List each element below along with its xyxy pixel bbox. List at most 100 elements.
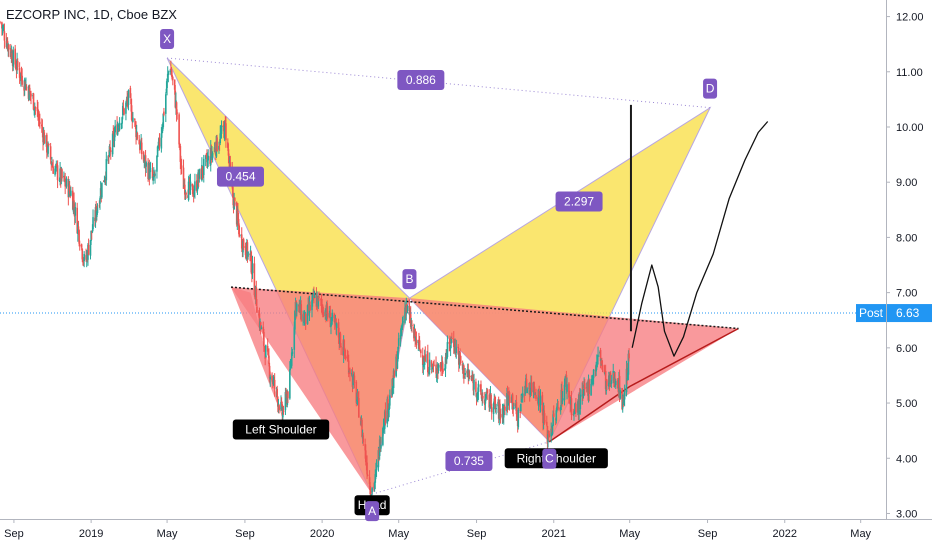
candle-body [81,248,84,260]
candle [389,389,391,409]
candle-body [251,273,253,275]
candle [446,335,449,359]
candle-body [209,147,212,166]
candle [475,378,477,397]
candle [339,331,342,348]
candle-body [214,148,216,153]
candle [550,422,553,443]
head-shoulders-top-line [230,286,739,330]
candle-body [210,147,213,157]
candle [154,169,156,184]
ratio-box-1 [555,191,603,212]
candle-body [364,450,367,463]
candle-body [628,353,630,359]
candle [482,392,484,404]
candle-body [508,392,511,404]
candle [169,68,172,75]
candle-body [38,116,41,120]
candle-body [25,86,28,88]
candle-body [136,132,139,139]
candle-body [388,403,391,410]
candle [156,155,158,179]
candle-body [464,372,466,376]
candle [280,397,283,406]
candle-body [246,242,249,258]
candle-body [384,410,387,423]
candle-body [173,79,176,90]
candle-body [107,156,110,162]
candle [187,176,190,202]
candle-body [157,145,160,149]
candle-body [485,394,487,400]
candle [101,182,103,199]
candle-body [428,372,430,374]
price-line-value-label: 6.63 [896,306,920,320]
candle [39,113,41,129]
candle [625,360,628,397]
candle [183,178,186,200]
candle-body [389,395,391,406]
candle-body [476,394,478,399]
candle-body [277,397,279,407]
candle-body [144,155,147,169]
candle [596,355,599,368]
candle-body [595,364,597,372]
candle-body [2,29,5,31]
candle [477,380,480,400]
candle-body [387,399,389,415]
candle-body [201,166,204,175]
candle-body [511,394,514,407]
candle-body [64,179,66,187]
candle [47,143,50,147]
candle [0,20,1,25]
candle-body [339,333,342,347]
point-tag-box-2 [402,269,417,290]
candles-group [0,20,630,503]
candle-body [280,401,283,403]
candle-body [444,368,446,371]
candle-body [335,318,337,328]
candle [132,112,134,123]
candle-body [573,413,575,415]
candle [609,370,612,387]
candle-body [330,319,333,323]
candle-body [463,365,465,379]
candle [543,405,546,426]
candle-body [344,355,347,359]
candle-body [408,305,411,316]
candle-body [251,263,254,274]
candle-body [609,373,612,384]
candle-body [494,396,496,404]
candle-body [539,396,542,406]
candle [171,76,174,86]
candle-body [247,251,249,257]
candle [551,424,554,436]
x-tick-label-8: May [619,528,640,540]
candle-body [406,305,409,311]
candle-body [309,304,311,311]
candle-body [401,322,404,328]
chart-title: EZCORP INC, 1D, Cboe BZX [6,7,177,22]
candle [260,325,263,330]
candle [401,316,404,330]
candle-body [61,169,63,179]
candle-body [614,381,617,386]
candle-body [52,166,54,174]
candle-body [96,207,99,214]
candle-body [411,324,413,326]
candle-body [414,337,417,342]
candle-body [499,403,501,413]
candle [520,403,522,412]
candle-body [619,390,621,399]
candle [529,387,532,398]
candle-body [321,305,324,313]
candle-body [91,230,94,233]
candle-body [588,379,590,395]
candle [225,116,227,148]
candle-body [268,355,270,364]
candle [459,355,462,366]
candle-body [2,27,4,30]
candle-body [622,395,625,403]
candle-body [451,338,453,340]
candle-body [211,153,213,159]
